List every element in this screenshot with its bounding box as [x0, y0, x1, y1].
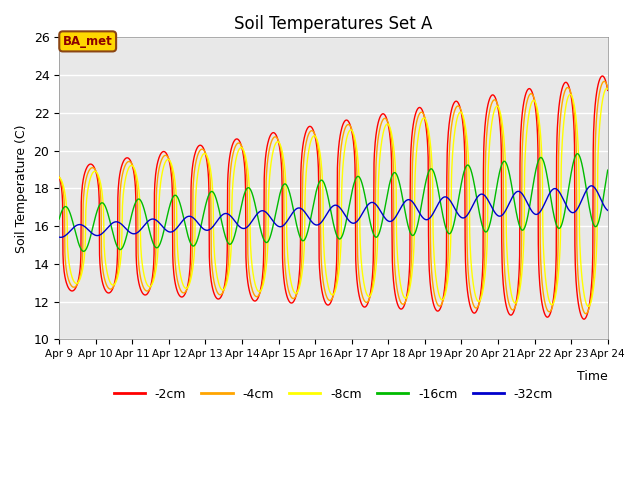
Text: BA_met: BA_met — [63, 35, 113, 48]
Title: Soil Temperatures Set A: Soil Temperatures Set A — [234, 15, 433, 33]
X-axis label: Time: Time — [577, 370, 608, 383]
Legend: -2cm, -4cm, -8cm, -16cm, -32cm: -2cm, -4cm, -8cm, -16cm, -32cm — [109, 383, 558, 406]
Y-axis label: Soil Temperature (C): Soil Temperature (C) — [15, 124, 28, 252]
